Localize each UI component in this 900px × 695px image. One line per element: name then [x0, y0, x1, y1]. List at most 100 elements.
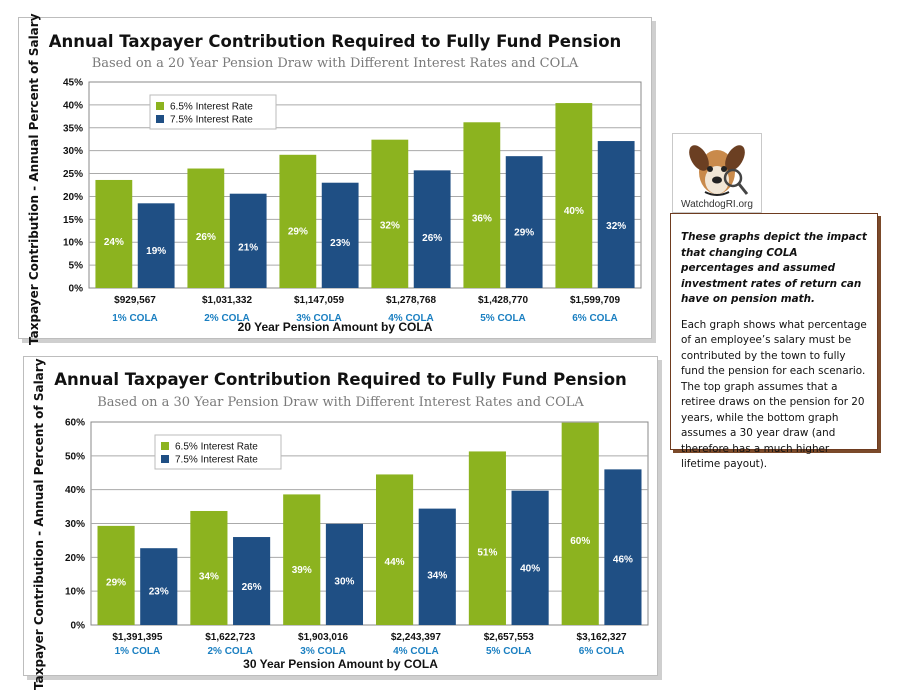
- x-tick-label: $1,622,723: [205, 632, 255, 643]
- bar-value-label: 60%: [570, 536, 590, 547]
- watchdog-logo: WatchdogRI.org: [672, 133, 762, 213]
- bar: [187, 168, 225, 288]
- bar: [371, 139, 409, 288]
- bar: [505, 156, 543, 288]
- chart-title: Annual Taxpayer Contribution Required to…: [48, 32, 622, 51]
- y-tick-label: 5%: [69, 261, 84, 272]
- legend-swatch: [161, 455, 169, 463]
- note-emphasis: These graphs depict the impact that chan…: [681, 231, 867, 305]
- bar: [233, 537, 271, 625]
- x-tick-sublabel: 5% COLA: [480, 313, 526, 324]
- bar-value-label: 40%: [520, 563, 540, 574]
- bar-value-label: 30%: [334, 577, 354, 588]
- bar: [468, 451, 506, 625]
- x-tick-label: $929,567: [114, 295, 156, 306]
- legend-box: [154, 434, 282, 470]
- note-body: Each graph shows what percentage of an e…: [681, 318, 867, 471]
- bar-value-label: 39%: [292, 565, 312, 576]
- bar-value-label: 46%: [613, 555, 633, 566]
- y-tick-label: 10%: [65, 587, 85, 598]
- bar-value-label: 44%: [385, 557, 405, 568]
- bar-value-label: 23%: [330, 238, 350, 249]
- y-tick-label: 40%: [65, 485, 85, 496]
- x-tick-label: $1,903,016: [298, 632, 348, 643]
- y-tick-label: 10%: [63, 238, 83, 249]
- bar-value-label: 51%: [477, 548, 497, 559]
- bar: [279, 154, 317, 288]
- y-tick-label: 30%: [63, 146, 83, 157]
- bar: [561, 422, 599, 625]
- dog-magnifier-icon: [689, 145, 749, 196]
- bar-value-label: 26%: [422, 233, 442, 244]
- bar: [97, 525, 135, 625]
- x-tick-sublabel: 4% COLA: [388, 313, 434, 324]
- x-tick-label: $1,391,395: [112, 632, 162, 643]
- bar-value-label: 21%: [238, 242, 258, 253]
- x-tick-sublabel: 6% COLA: [579, 646, 625, 657]
- logo-caption: WatchdogRI.org: [681, 199, 753, 210]
- y-tick-label: 45%: [63, 78, 83, 89]
- y-tick-label: 60%: [65, 418, 85, 429]
- bar-value-label: 26%: [196, 232, 216, 243]
- legend-swatch: [156, 115, 164, 123]
- x-tick-sublabel: 5% COLA: [486, 646, 532, 657]
- y-tick-label: 35%: [63, 123, 83, 134]
- x-tick-label: $2,243,397: [391, 632, 441, 643]
- bar-chart: 0% 5% 10% 15% 20% 25% 30% 35% 40% 45% 24% 26% 29% 32%…: [63, 78, 642, 324]
- y-tick-label: 30%: [65, 519, 85, 530]
- bar: [555, 103, 593, 289]
- bar: [137, 203, 175, 288]
- legend-label: 6.5% Interest Rate: [175, 442, 258, 453]
- bar-value-label: 19%: [146, 246, 166, 257]
- bar-value-label: 32%: [380, 221, 400, 232]
- bar: [418, 508, 456, 625]
- bar: [283, 494, 321, 625]
- x-tick-label: $1,599,709: [570, 295, 620, 306]
- x-tick-sublabel: 2% COLA: [204, 313, 250, 324]
- chart-subtitle: Based on a 30 Year Pension Draw with Dif…: [97, 395, 584, 410]
- y-tick-label: 15%: [63, 215, 83, 226]
- bar-value-label: 26%: [242, 582, 262, 593]
- x-axis-label: 20 Year Pension Amount by COLA: [237, 320, 433, 334]
- legend: 6.5% Interest Rate 7.5% Interest Rate: [149, 94, 277, 130]
- x-tick-label: $2,657,553: [484, 632, 534, 643]
- bar-value-label: 34%: [199, 571, 219, 582]
- x-tick-label: $1,278,768: [386, 295, 436, 306]
- x-tick-sublabel: 3% COLA: [300, 646, 346, 657]
- x-tick-label: $1,031,332: [202, 295, 252, 306]
- bar-value-label: 29%: [106, 577, 126, 588]
- explanation-box: These graphs depict the impact that chan…: [670, 213, 878, 470]
- y-tick-label: 20%: [65, 553, 85, 564]
- legend-box: [149, 94, 277, 130]
- bar: [140, 548, 178, 625]
- legend-label: 7.5% Interest Rate: [170, 115, 253, 126]
- bar: [604, 469, 642, 625]
- legend: 6.5% Interest Rate 7.5% Interest Rate: [154, 434, 282, 470]
- bar-value-label: 23%: [149, 586, 169, 597]
- bar-value-label: 36%: [472, 214, 492, 225]
- chart-subtitle: Based on a 20 Year Pension Draw with Dif…: [91, 56, 579, 71]
- x-tick-sublabel: 1% COLA: [112, 313, 158, 324]
- x-tick-sublabel: 6% COLA: [572, 313, 618, 324]
- y-tick-label: 50%: [65, 451, 85, 462]
- y-tick-label: 0%: [69, 284, 84, 295]
- bar: [375, 474, 414, 625]
- y-tick-label: 40%: [63, 100, 83, 111]
- legend-label: 6.5% Interest Rate: [170, 102, 253, 113]
- x-tick-sublabel: 2% COLA: [207, 646, 253, 657]
- bar: [95, 179, 133, 288]
- x-tick-sublabel: 1% COLA: [115, 646, 161, 657]
- bar-value-label: 29%: [514, 227, 534, 238]
- chart-panel-20-year: Annual Taxpayer Contribution Required to…: [18, 13, 652, 345]
- bar: [325, 523, 364, 625]
- x-tick-label: $1,428,770: [478, 295, 528, 306]
- chart-panel-30-year: Annual Taxpayer Contribution Required to…: [23, 356, 658, 690]
- y-tick-label: 20%: [63, 192, 83, 203]
- bar-value-label: 29%: [288, 227, 308, 238]
- chart-title: Annual Taxpayer Contribution Required to…: [54, 370, 627, 389]
- y-tick-label: 25%: [63, 169, 83, 180]
- bar: [229, 193, 267, 288]
- bar: [321, 182, 359, 288]
- legend-swatch: [156, 102, 164, 110]
- x-tick-sublabel: 4% COLA: [393, 646, 439, 657]
